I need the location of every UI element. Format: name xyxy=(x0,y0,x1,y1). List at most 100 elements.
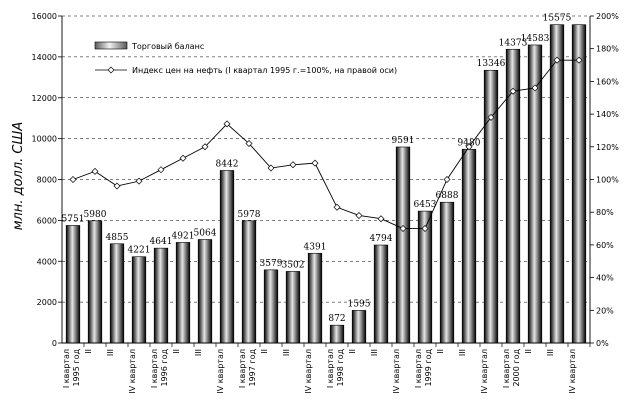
x-tick-label: IV квартал xyxy=(128,349,137,394)
y2-tick-label: 20% xyxy=(596,306,614,315)
x-tick-label: III xyxy=(458,349,467,356)
bar xyxy=(373,244,389,344)
legend: Торговый баланс Индекс цен на нефть (I к… xyxy=(94,41,397,75)
bar-value-label: 5751 xyxy=(62,214,85,224)
bar xyxy=(351,310,367,344)
oil-index-point xyxy=(91,167,99,175)
bar xyxy=(197,239,213,344)
bar-value-label: 3502 xyxy=(282,260,305,270)
oil-index-point xyxy=(157,166,165,174)
x-tick-label: IV квартал xyxy=(392,349,401,394)
y2-tick-label: 80% xyxy=(596,208,614,217)
bar xyxy=(153,247,169,344)
bar-value-label: 4855 xyxy=(106,233,129,243)
bar xyxy=(87,220,103,344)
x-tick-label: III xyxy=(370,349,379,356)
y-tick-label: 14000 xyxy=(32,53,57,62)
x-tick-label: 1997 год xyxy=(248,349,257,387)
x-tick-label: II xyxy=(524,349,533,354)
bar xyxy=(461,148,477,344)
x-tick-label: IV квартал xyxy=(304,349,313,394)
y-tick-label: 6000 xyxy=(37,216,57,225)
y2-tick-label: 60% xyxy=(596,241,614,250)
bar xyxy=(109,243,125,344)
bar-value-label: 5978 xyxy=(238,210,261,220)
x-tick-label: III xyxy=(194,349,203,356)
oil-index-point xyxy=(399,225,407,233)
bar xyxy=(307,252,323,344)
bar xyxy=(65,225,81,344)
bar-value-label: 13346 xyxy=(477,59,506,69)
x-tick-label: III xyxy=(106,349,115,356)
x-tick-label: I квартал xyxy=(238,349,247,388)
bar xyxy=(395,146,411,344)
bar-value-label: 9480 xyxy=(458,138,481,148)
x-tick-label: I квартал xyxy=(502,349,511,388)
x-tick-label: IV квартал xyxy=(568,349,577,394)
bar-value-label: 9591 xyxy=(392,136,415,146)
bar xyxy=(439,201,455,344)
x-tick-label: I квартал xyxy=(62,349,71,388)
bar-value-label: 4391 xyxy=(304,242,327,252)
y-tick-label: 0 xyxy=(52,339,57,348)
bar-value-label: 872 xyxy=(328,314,345,324)
bar-value-label: 14373 xyxy=(499,38,528,48)
y2-tick-label: 180% xyxy=(596,45,619,54)
oil-index-point xyxy=(69,176,77,183)
bar xyxy=(263,269,279,344)
y-axis-title: млн. долл. США xyxy=(11,122,26,231)
bar-value-label: 6453 xyxy=(414,200,437,210)
y-tick-label: 16000 xyxy=(32,12,57,21)
y2-tick-label: 0% xyxy=(596,339,609,348)
y-tick-label: 8000 xyxy=(37,176,57,185)
bar xyxy=(571,24,587,344)
bar xyxy=(241,220,257,344)
oil-index-point xyxy=(113,182,121,190)
bar-value-label: 15575 xyxy=(543,14,572,24)
bar xyxy=(131,256,147,344)
bar-value-label: 6888 xyxy=(436,191,459,201)
oil-index-point xyxy=(575,56,583,64)
x-tick-label: III xyxy=(282,349,291,356)
x-tick-label: 1998 год xyxy=(336,349,345,387)
oil-index-point xyxy=(355,211,363,219)
oil-index-point xyxy=(553,56,561,64)
bar-value-label: 8442 xyxy=(216,159,239,169)
bar-value-label: 5064 xyxy=(194,229,217,239)
y2-tick-label: 200% xyxy=(596,12,619,21)
x-tick-label: 1996 год xyxy=(160,349,169,387)
y-tick-label: 2000 xyxy=(37,298,57,307)
oil-index-point xyxy=(311,159,319,167)
legend-label-bar: Торговый баланс xyxy=(131,42,204,51)
x-tick-label: II xyxy=(436,349,445,354)
bar xyxy=(285,271,301,344)
x-tick-label: IV квартал xyxy=(216,349,225,394)
oil-index-point xyxy=(465,143,473,151)
bar-value-label: 4221 xyxy=(128,246,151,256)
oil-index-point xyxy=(333,203,341,211)
bar-value-label: 4641 xyxy=(150,237,173,247)
oil-index-line xyxy=(69,56,583,233)
y-tick-label: 12000 xyxy=(32,94,57,103)
oil-index-point xyxy=(245,140,253,148)
bar-value-label: 5980 xyxy=(84,210,107,220)
bar-value-label: 14583 xyxy=(521,34,550,44)
bar xyxy=(175,242,191,344)
legend-swatch-bar xyxy=(94,41,128,50)
oil-index-polyline xyxy=(72,59,579,230)
bar-value-label: 1595 xyxy=(348,299,371,309)
y-tick-label: 10000 xyxy=(32,135,57,144)
oil-index-point xyxy=(443,176,451,183)
legend-label-line: Индекс цен на нефть (I квартал 1995 г.=1… xyxy=(132,66,397,75)
x-tick-label: IV квартал xyxy=(480,349,489,394)
x-tick-label: 1999 год xyxy=(424,349,433,387)
oil-index-point xyxy=(289,161,297,169)
gridlines xyxy=(62,15,590,303)
oil-index-point xyxy=(135,177,143,185)
oil-index-point xyxy=(377,215,385,223)
oil-index-point xyxy=(267,164,275,172)
x-tick-label: II xyxy=(84,349,93,354)
x-tick-label: II xyxy=(260,349,269,354)
oil-index-point xyxy=(509,87,517,95)
